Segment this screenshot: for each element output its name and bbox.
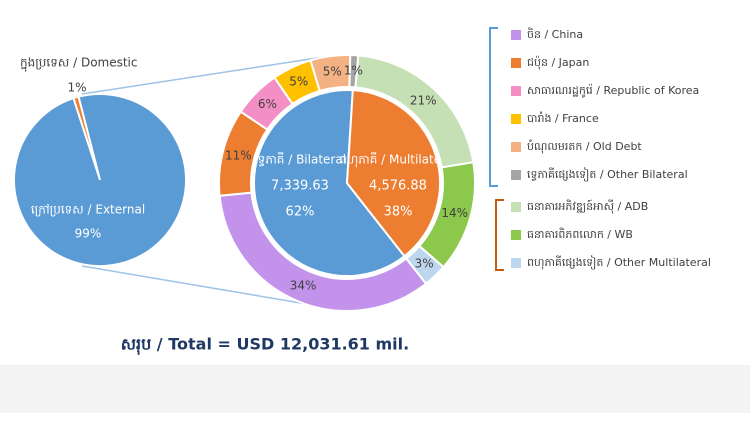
legend-swatch: [511, 30, 521, 40]
connector: [81, 55, 331, 95]
value-label: 4,576.88: [369, 179, 427, 194]
value-label: 5%: [323, 64, 342, 78]
total: សរុប / Total = USD 12,031.61 mil.: [121, 335, 409, 356]
legend-swatch: [511, 258, 521, 268]
legend-swatch: [511, 170, 521, 180]
value-label: 5%: [289, 74, 308, 88]
category-label: ក្នុងប្រទេស / Domestic: [20, 56, 138, 73]
legend-label: ធនាគារអភិវឌ្ឍន៍អាស៊ី / ADB: [527, 199, 648, 214]
legend-label: ចិន / China: [527, 27, 583, 41]
value-label: 6%: [258, 97, 277, 111]
value-label: 7,339.63: [271, 179, 329, 194]
value-label: 34%: [290, 279, 317, 293]
legend-swatch: [511, 58, 521, 68]
category-label: ពហុភាគី / Multilateral: [339, 152, 457, 168]
connector: [81, 265, 331, 309]
percent-label: 38%: [384, 205, 413, 220]
legend-label: សាធារណរដ្ឋកូរ៉េ / Republic of Korea: [527, 83, 699, 98]
value-label: 99%: [75, 227, 102, 241]
legend-bracket: [495, 199, 504, 271]
value-label: 21%: [410, 93, 437, 107]
value-label: 1%: [67, 81, 86, 95]
footer-band: [0, 365, 750, 413]
slice: [13, 93, 187, 267]
slice: [253, 89, 406, 277]
legend-label: ជប៉ុន / Japan: [527, 55, 589, 70]
legend-label: បារាំង / France: [527, 111, 599, 125]
legend-label: ធនាគារពិភពលោក / WB: [527, 227, 633, 241]
legend-swatch: [511, 142, 521, 152]
legend-label: បំណុលមរតក / Old Debt: [527, 139, 642, 154]
legend-label: ពហុភាគីផ្សេងទៀត / Other Multilateral: [527, 255, 711, 270]
category-label: ទ្វេភាគី / Bilateral: [254, 152, 346, 167]
legend-bracket: [489, 27, 498, 187]
legend-swatch: [511, 202, 521, 212]
legend-swatch: [511, 114, 521, 124]
slice: [345, 89, 441, 258]
value-label: 1%: [344, 64, 363, 78]
value-label: 3%: [415, 257, 434, 271]
slice: [404, 244, 445, 286]
value-label: 11%: [225, 148, 252, 162]
legend-swatch: [511, 230, 521, 240]
category-label: ក្រៅប្រទេស / External: [31, 203, 145, 217]
legend-label: ទ្វេភាគីផ្សេងទៀត / Other Bilateral: [527, 167, 688, 182]
legend-swatch: [511, 86, 521, 96]
percent-label: 62%: [286, 205, 315, 220]
value-label: 14%: [441, 206, 468, 220]
